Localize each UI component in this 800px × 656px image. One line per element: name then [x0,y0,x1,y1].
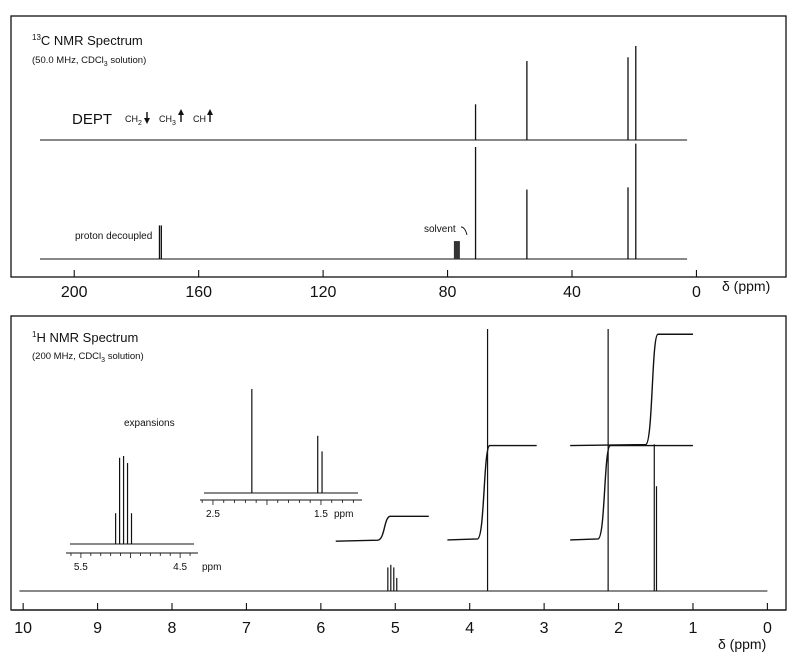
dept-legend-text: CH [125,114,138,124]
h1-tick-label: 2 [614,620,623,637]
h1-subtitle: (200 MHz, CDCl3 solution) [32,351,144,364]
c13-xlabel: δ (ppm) [722,278,770,294]
dept-legend-text: CH [159,114,172,124]
c13-tick-label: 160 [185,284,212,301]
dept-legend: CH2 CH3 CH [125,109,213,127]
integral-curve [335,515,429,542]
h1-tick-label: 0 [763,620,772,637]
down-arrow-icon [144,118,150,124]
h1-xlabel: δ (ppm) [718,636,766,652]
c13-tick-label: 0 [692,284,701,301]
solvent-peak [453,241,460,259]
h1-tick-label: 7 [242,620,251,637]
h1-tick-label: 6 [316,620,325,637]
h1-x-axis: 10 9 8 7 6 5 4 3 2 1 0 [12,603,786,637]
dept-legend-sub: 2 [138,120,142,127]
c13-tick-label: 120 [310,284,337,301]
c13-subtitle: (50.0 MHz, CDCl3 solution) [32,55,146,68]
c13-panel: 13C NMR Spectrum (50.0 MHz, CDCl3 soluti… [10,15,787,301]
c13-title-main: C NMR Spectrum [41,33,143,48]
inset-tick-label: 5.5 [74,562,88,573]
c13-frame [10,15,787,278]
dept-legend-item: CH2 [125,114,142,127]
expansion-inset-olefinic: 5.5 4.5 ppm [66,456,221,573]
decoupled-trace [40,143,688,260]
h1-tick-label: 1 [689,620,698,637]
dept-legend-item: CH3 [159,114,176,127]
h1-tick-label: 8 [168,620,177,637]
h1-subtitle-sub: 3 [101,357,105,364]
dept-label: DEPT [72,111,112,128]
h1-title-main: H NMR Spectrum [36,330,138,345]
dept-legend-sub: 3 [172,120,176,127]
integral-curve [570,333,693,447]
inset-unit-label: ppm [202,562,221,573]
c13-title-superscript: 13 [32,33,41,42]
up-arrow-icon [178,109,184,115]
inset-tick-label: 4.5 [173,562,187,573]
expansions-label: expansions [124,418,175,429]
dept-trace [40,46,688,141]
h1-title-superscript: 1 [32,330,37,339]
c13-tick-label: 80 [439,284,457,301]
solvent-arrow-icon [460,226,468,236]
h1-trace [19,329,768,592]
h1-tick-label: 9 [93,620,102,637]
c13-subtitle-post: solution) [108,55,147,66]
expansion-inset-aliphatic: 2.5 1.5 ppm [200,389,362,520]
h1-integrals [335,333,693,542]
h1-tick-label: 10 [14,620,32,637]
c13-tick-label: 200 [61,284,88,301]
c13-tick-label: 40 [563,284,581,301]
c13-title: 13C NMR Spectrum [32,33,143,48]
inset-unit-label: ppm [334,509,353,520]
inset-tick-label: 1.5 [314,509,328,520]
integral-curve [570,444,693,541]
h1-tick-label: 4 [465,620,474,637]
solvent-label: solvent [424,224,456,235]
c13-x-axis: 200 160 120 80 40 0 [61,270,701,301]
up-arrow-icon [207,109,213,115]
c13-subtitle-sub: 3 [104,61,108,68]
dept-legend-text: CH [193,114,206,124]
c13-subtitle-pre: (50.0 MHz, CDCl [32,55,104,66]
h1-title: 1H NMR Spectrum [32,330,138,345]
dept-legend-item: CH [193,114,206,124]
integral-curve [447,444,537,541]
h1-tick-label: 3 [540,620,549,637]
h1-panel: 1H NMR Spectrum (200 MHz, CDCl3 solution… [10,315,787,652]
h1-subtitle-pre: (200 MHz, CDCl [32,351,101,362]
inset-tick-label: 2.5 [206,509,220,520]
decoupled-label: proton decoupled [75,231,152,242]
h1-subtitle-post: solution) [105,351,144,362]
h1-tick-label: 5 [391,620,400,637]
